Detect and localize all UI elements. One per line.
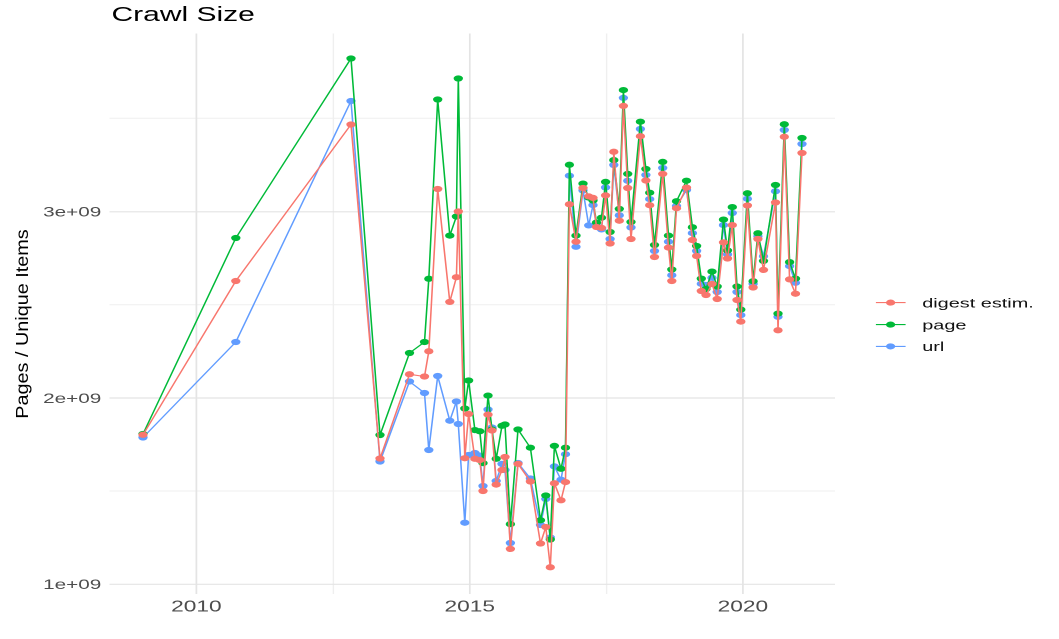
svg-text:Crawl Size: Crawl Size (112, 4, 255, 26)
svg-text:2015: 2015 (445, 598, 496, 616)
svg-text:url: url (922, 339, 944, 354)
svg-text:2020: 2020 (718, 598, 769, 616)
svg-text:2010: 2010 (171, 598, 222, 616)
svg-text:1e+09: 1e+09 (43, 576, 101, 592)
svg-text:digest estim.: digest estim. (922, 296, 1034, 311)
svg-text:Pages / Unique Items: Pages / Unique Items (12, 229, 32, 418)
svg-text:page: page (922, 318, 966, 333)
svg-text:2e+09: 2e+09 (43, 390, 101, 406)
svg-text:3e+09: 3e+09 (43, 204, 101, 220)
